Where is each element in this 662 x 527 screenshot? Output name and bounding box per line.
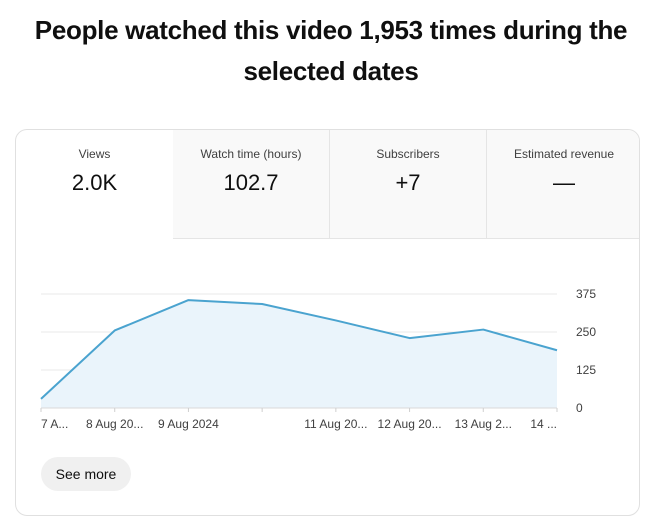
page-headline: People watched this video 1,953 times du… bbox=[34, 15, 628, 86]
x-tick-label: 14 ... bbox=[530, 417, 557, 431]
tab-watch-time-label: Watch time (hours) bbox=[200, 147, 302, 161]
tab-views-label: Views bbox=[78, 147, 111, 161]
y-tick-label: 375 bbox=[576, 287, 596, 301]
views-line-chart: 0 125 250 375 7 A... 8 Aug 20... 9 Aug 2024 11 … bbox=[40, 287, 596, 431]
tab-watch-time-value: 102.7 bbox=[223, 170, 279, 195]
y-tick-label: 125 bbox=[576, 363, 596, 377]
x-tick-label: 12 Aug 20... bbox=[378, 417, 442, 431]
x-tick-label: 7 A... bbox=[41, 417, 68, 431]
tab-views[interactable]: Views 2.0K bbox=[16, 130, 173, 239]
y-tick-label: 250 bbox=[576, 325, 596, 339]
tab-subscribers-value: +7 bbox=[395, 170, 421, 195]
tab-estimated-revenue[interactable]: Estimated revenue — bbox=[486, 130, 639, 239]
tab-estimated-revenue-value: — bbox=[553, 170, 575, 195]
x-tick-label: 13 Aug 2... bbox=[455, 417, 512, 431]
y-tick-label: 0 bbox=[576, 401, 583, 415]
tab-views-value: 2.0K bbox=[71, 170, 118, 195]
x-tick-label: 8 Aug 20... bbox=[86, 417, 143, 431]
views-series-line bbox=[40, 299, 558, 400]
tab-subscribers[interactable]: Subscribers +7 bbox=[329, 130, 486, 239]
metric-tabs: Views 2.0K Watch time (hours) 102.7 Subs… bbox=[16, 130, 639, 239]
tab-subscribers-label: Subscribers bbox=[376, 147, 440, 161]
tab-estimated-revenue-label: Estimated revenue bbox=[513, 147, 615, 161]
views-area-fill bbox=[41, 300, 557, 408]
tab-watch-time[interactable]: Watch time (hours) 102.7 bbox=[173, 130, 329, 239]
analytics-card: Views 2.0K Watch time (hours) 102.7 Subs… bbox=[15, 129, 640, 516]
x-tick-label: 9 Aug 2024 bbox=[158, 417, 219, 431]
x-tick-label: 11 Aug 20... bbox=[304, 417, 367, 431]
see-more-button[interactable]: See more bbox=[41, 457, 131, 491]
